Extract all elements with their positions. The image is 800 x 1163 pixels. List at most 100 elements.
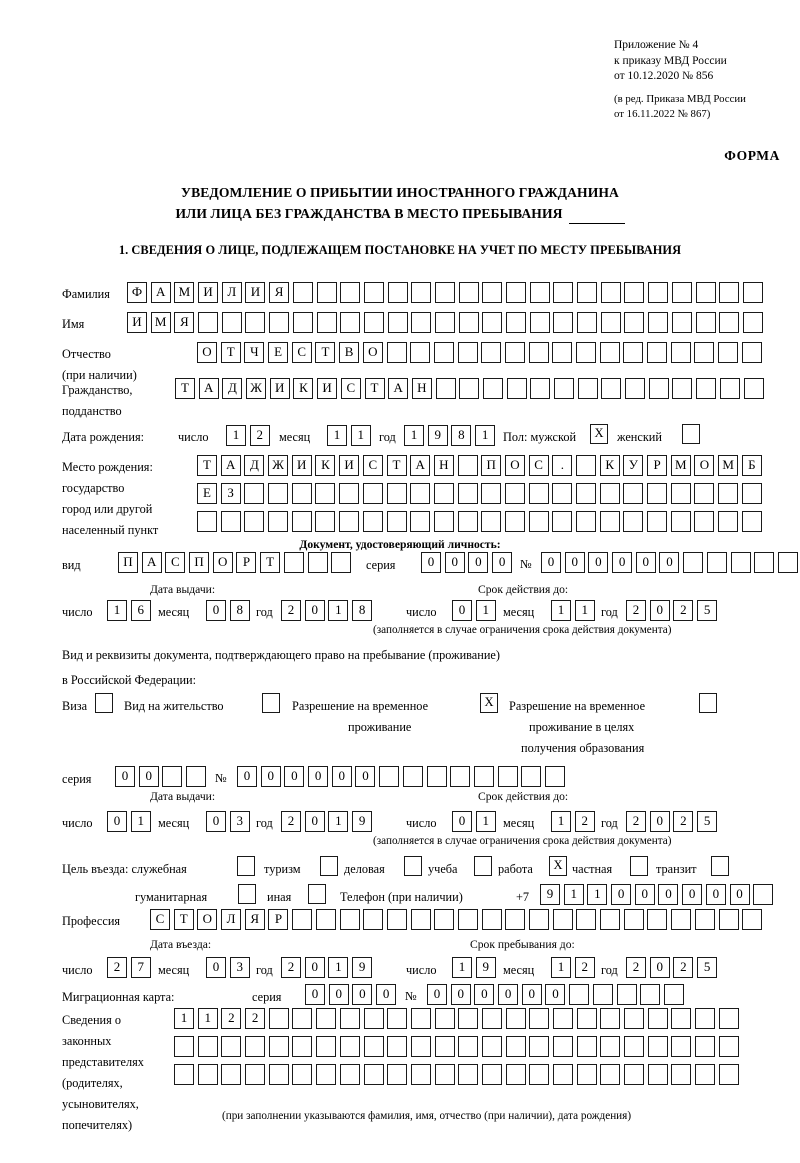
char-cell[interactable]: [576, 342, 596, 363]
char-cell[interactable]: 0: [304, 957, 325, 978]
char-cell[interactable]: [553, 1008, 573, 1029]
char-cell[interactable]: 7: [130, 957, 151, 978]
char-cell[interactable]: 1: [551, 600, 571, 621]
char-cell[interactable]: [741, 342, 762, 363]
char-cell[interactable]: М: [670, 455, 691, 476]
char-cell[interactable]: [315, 483, 336, 504]
char-cell[interactable]: [316, 1036, 337, 1057]
char-cell[interactable]: [552, 342, 573, 363]
char-cell[interactable]: [386, 909, 407, 930]
char-cell[interactable]: 2: [245, 1008, 266, 1029]
char-cell[interactable]: [481, 483, 502, 504]
char-cell[interactable]: [670, 483, 691, 504]
char-cell[interactable]: 5: [697, 957, 718, 978]
char-cell[interactable]: [481, 1036, 502, 1057]
char-cell[interactable]: [623, 483, 644, 504]
sex-male-checkbox[interactable]: X: [590, 424, 608, 444]
char-cell[interactable]: [457, 342, 478, 363]
temp-edu-checkbox[interactable]: [699, 693, 717, 713]
char-cell[interactable]: 0: [427, 984, 447, 1005]
purpose-transit-checkbox[interactable]: [711, 856, 729, 876]
purpose-tourism-checkbox[interactable]: [320, 856, 338, 876]
char-cell[interactable]: [433, 483, 454, 504]
char-cell[interactable]: 0: [355, 766, 376, 787]
char-cell[interactable]: [244, 483, 265, 504]
char-cell[interactable]: 0: [705, 884, 726, 905]
char-cell[interactable]: [387, 1036, 408, 1057]
char-cell[interactable]: [339, 909, 360, 930]
char-cell[interactable]: П: [481, 455, 502, 476]
char-cell[interactable]: 0: [304, 600, 325, 621]
char-cell[interactable]: [694, 909, 715, 930]
char-cell[interactable]: [292, 1036, 313, 1057]
char-cell[interactable]: [458, 312, 479, 333]
residence-permit-checkbox[interactable]: [262, 693, 280, 713]
char-cell[interactable]: [316, 1008, 337, 1029]
char-cell[interactable]: Ф: [127, 282, 147, 303]
char-cell[interactable]: 0: [328, 984, 349, 1005]
char-cell[interactable]: [569, 984, 590, 1005]
char-cell[interactable]: [694, 483, 715, 504]
char-cell[interactable]: [387, 1008, 408, 1029]
char-cell[interactable]: [718, 511, 739, 532]
char-cell[interactable]: 1: [328, 811, 349, 832]
char-cell[interactable]: О: [362, 342, 383, 363]
char-cell[interactable]: [718, 909, 739, 930]
char-cell[interactable]: Л: [221, 282, 242, 303]
char-cell[interactable]: [410, 511, 431, 532]
char-cell[interactable]: [292, 282, 313, 303]
char-cell[interactable]: [450, 766, 471, 787]
char-cell[interactable]: [410, 1008, 431, 1029]
char-cell[interactable]: [671, 909, 692, 930]
char-cell[interactable]: [743, 378, 764, 399]
char-cell[interactable]: 8: [451, 425, 472, 446]
char-cell[interactable]: [695, 312, 716, 333]
char-cell[interactable]: [316, 282, 337, 303]
char-cell[interactable]: [647, 342, 668, 363]
char-cell[interactable]: 2: [626, 600, 646, 621]
char-cell[interactable]: [706, 552, 727, 573]
char-cell[interactable]: [245, 1064, 266, 1085]
char-cell[interactable]: 1: [328, 957, 349, 978]
char-cell[interactable]: [504, 483, 525, 504]
char-cell[interactable]: [576, 483, 596, 504]
char-cell[interactable]: Н: [411, 378, 432, 399]
char-cell[interactable]: А: [141, 552, 162, 573]
char-cell[interactable]: [576, 1064, 597, 1085]
char-cell[interactable]: [410, 1064, 431, 1085]
char-cell[interactable]: [576, 909, 597, 930]
purpose-humanitarian-checkbox[interactable]: [238, 884, 256, 904]
char-cell[interactable]: [696, 378, 717, 399]
char-cell[interactable]: [742, 312, 763, 333]
char-cell[interactable]: [268, 1064, 289, 1085]
char-cell[interactable]: 0: [635, 552, 656, 573]
char-cell[interactable]: [459, 378, 480, 399]
char-cell[interactable]: П: [118, 552, 138, 573]
char-cell[interactable]: 1: [174, 1008, 194, 1029]
char-cell[interactable]: [718, 1036, 739, 1057]
char-cell[interactable]: 0: [444, 552, 465, 573]
char-cell[interactable]: [458, 1064, 479, 1085]
char-cell[interactable]: [387, 1064, 408, 1085]
char-cell[interactable]: 0: [729, 884, 750, 905]
char-cell[interactable]: 0: [138, 766, 159, 787]
char-cell[interactable]: М: [174, 282, 195, 303]
char-cell[interactable]: 2: [221, 1008, 242, 1029]
char-cell[interactable]: 0: [352, 984, 373, 1005]
char-cell[interactable]: [433, 511, 454, 532]
char-cell[interactable]: А: [220, 455, 241, 476]
char-cell[interactable]: [647, 511, 668, 532]
char-cell[interactable]: [718, 483, 739, 504]
char-cell[interactable]: [576, 455, 596, 476]
